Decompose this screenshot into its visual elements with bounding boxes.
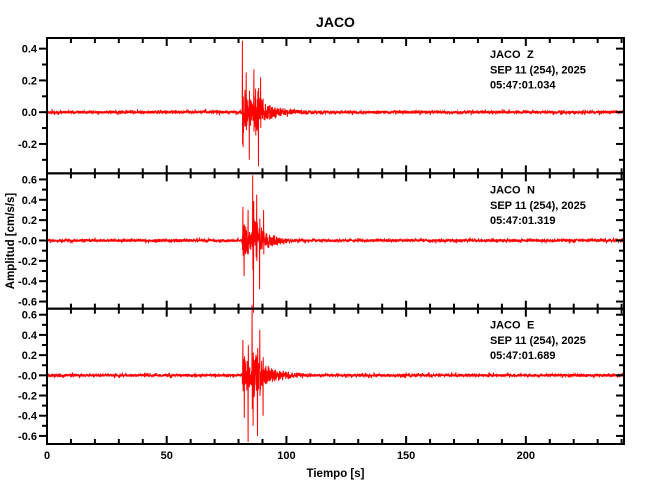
annotation-date: SEP 11 (254), 2025 bbox=[490, 335, 586, 347]
annotation-component: Z bbox=[527, 49, 534, 61]
y-tick-label: 0.4 bbox=[22, 44, 38, 56]
panel-annotation-z: JACO Z SEP 11 (254), 2025 05:47:01.034 bbox=[490, 49, 586, 92]
annotation-time: 05:47:01.034 bbox=[490, 80, 556, 92]
y-tick-label: -0.0 bbox=[18, 235, 37, 247]
panel-annotation-n: JACO N SEP 11 (254), 2025 05:47:01.319 bbox=[490, 184, 586, 227]
y-tick-label: 0.4 bbox=[22, 330, 38, 342]
panel-annotation-e: JACO E SEP 11 (254), 2025 05:47:01.689 bbox=[490, 320, 586, 363]
y-tick-label: 0.6 bbox=[22, 174, 37, 186]
y-tick-label: 0.0 bbox=[22, 107, 37, 119]
panel-frame bbox=[46, 307, 625, 445]
y-axis-label: Amplitud [cm/s/s] bbox=[5, 193, 17, 290]
annotation-station: JACO bbox=[490, 184, 521, 196]
annotation-component: N bbox=[527, 184, 535, 196]
annotation-time: 05:47:01.689 bbox=[490, 350, 555, 362]
chart-title: JACO bbox=[316, 14, 355, 30]
y-tick-label: -0.6 bbox=[18, 431, 37, 443]
y-tick-label: -0.0 bbox=[18, 370, 37, 382]
annotation-station: JACO bbox=[490, 320, 521, 332]
trace-z bbox=[46, 40, 625, 167]
x-tick-label: 0 bbox=[44, 450, 50, 462]
y-tick-label: 0.6 bbox=[22, 310, 37, 322]
annotation-component: E bbox=[527, 320, 534, 332]
y-tick-label: 0.2 bbox=[22, 350, 37, 362]
panel-n: 0.6 0.4 0.2 -0.0 -0.2 -0.4 -0.6 JACO N SEP 11 (25… bbox=[18, 172, 625, 313]
annotation-date: SEP 11 (254), 2025 bbox=[490, 200, 586, 212]
y-tick-label: 0.4 bbox=[22, 195, 38, 207]
trace-n bbox=[46, 175, 625, 313]
x-tick-label: 50 bbox=[161, 450, 173, 462]
y-tick-label: -0.2 bbox=[18, 139, 37, 151]
trace-e bbox=[46, 304, 625, 443]
y-tick-label: -0.6 bbox=[18, 297, 37, 309]
y-tick-label: -0.2 bbox=[18, 391, 37, 403]
y-tick-label: -0.4 bbox=[18, 276, 38, 288]
y-tick-label: -0.2 bbox=[18, 256, 37, 268]
x-tick-label: 200 bbox=[517, 450, 535, 462]
y-tick-label: -0.4 bbox=[18, 411, 38, 423]
x-tick-label: 100 bbox=[277, 450, 295, 462]
y-tick-label: 0.2 bbox=[22, 75, 37, 87]
x-tick-label: 150 bbox=[397, 450, 415, 462]
y-tick-label: 0.2 bbox=[22, 215, 37, 227]
annotation-date: SEP 11 (254), 2025 bbox=[490, 65, 586, 77]
panel-e: 0.6 0.4 0.2 -0.0 -0.2 -0.4 -0.6 JACO E SEP 11 (25… bbox=[18, 304, 625, 445]
annotation-time: 05:47:01.319 bbox=[490, 215, 555, 227]
x-axis-label: Tiempo [s] bbox=[307, 468, 365, 480]
annotation-station: JACO bbox=[490, 49, 521, 61]
